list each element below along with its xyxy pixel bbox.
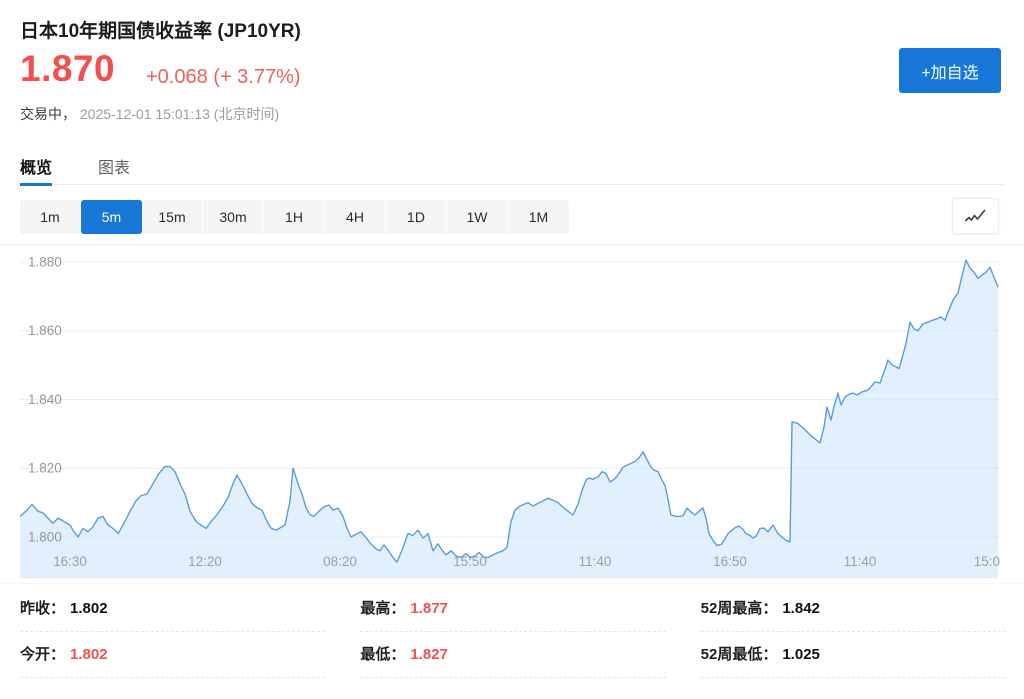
stat-label: 最低： [360, 646, 406, 663]
stat-prev-close: 昨收： 1.802 [20, 586, 326, 632]
range-button-1mo[interactable]: 1M [508, 200, 569, 234]
range-button-30m[interactable]: 30m [203, 200, 264, 234]
svg-text:15:50: 15:50 [453, 554, 487, 569]
add-watchlist-button[interactable]: +加自选 [899, 48, 1001, 93]
svg-text:12:20: 12:20 [188, 554, 222, 569]
stat-open: 今开： 1.802 [20, 632, 326, 678]
trading-status-label: 交易中， [20, 106, 76, 122]
stat-low: 最低： 1.827 [360, 632, 666, 678]
svg-text:16:30: 16:30 [53, 554, 87, 569]
chart-type-button[interactable] [952, 198, 999, 234]
price-chart-svg[interactable]: 1.880 1.860 1.840 1.820 1.800 16:30 12:20 08:20… [20, 250, 1000, 580]
svg-text:1.820: 1.820 [28, 461, 62, 476]
stat-label: 52周最高： [700, 600, 778, 617]
svg-text:11:40: 11:40 [579, 554, 612, 569]
stat-high: 最高： 1.877 [360, 586, 666, 632]
stats-grid: 昨收： 1.802 最高： 1.877 52周最高： 1.842 今开： 1.802 最… [20, 586, 1006, 678]
price-change: +0.068 (+ 3.77%) [146, 66, 301, 88]
stat-value: 1.802 [70, 600, 108, 617]
svg-text:15:0: 15:0 [974, 554, 1000, 569]
svg-text:08:20: 08:20 [323, 554, 357, 569]
stat-label: 52周最低： [700, 646, 778, 663]
svg-text:11:40: 11:40 [844, 554, 877, 569]
tab-bar: 概览 图表 [20, 146, 1004, 186]
timeframe-bar: 1m 5m 15m 30m 1H 4H 1D 1W 1M [20, 200, 569, 234]
stat-52w-low: 52周最低： 1.025 [700, 632, 1006, 678]
quote-timestamp: 2025-12-01 15:01:13 (北京时间) [79, 106, 280, 122]
svg-text:1.840: 1.840 [28, 392, 62, 407]
range-button-1m[interactable]: 1m [20, 200, 81, 234]
svg-text:1.880: 1.880 [28, 255, 62, 270]
page-title: 日本10年期国债收益率 (JP10YR) [20, 21, 301, 42]
svg-text:1.800: 1.800 [28, 530, 62, 545]
line-chart-icon [964, 209, 985, 222]
stat-value: 1.802 [70, 646, 108, 663]
stat-value: 1.025 [782, 646, 820, 663]
stats-divider [0, 583, 1024, 584]
tab-overview[interactable]: 概览 [20, 146, 53, 186]
stat-label: 昨收： [20, 600, 66, 617]
stat-label: 最高： [360, 600, 406, 617]
section-divider [0, 244, 1024, 245]
stat-value: 1.842 [782, 600, 820, 617]
range-button-15m[interactable]: 15m [142, 200, 203, 234]
range-button-1w[interactable]: 1W [447, 200, 508, 234]
stat-label: 今开： [20, 646, 66, 663]
range-button-1d[interactable]: 1D [386, 200, 447, 234]
stat-value: 1.827 [410, 646, 448, 663]
price-value: 1.870 [20, 48, 116, 89]
range-button-1h[interactable]: 1H [264, 200, 325, 234]
svg-text:1.860: 1.860 [28, 323, 62, 338]
stat-value: 1.877 [410, 600, 448, 617]
range-button-5m[interactable]: 5m [81, 200, 142, 234]
range-button-4h[interactable]: 4H [325, 200, 386, 234]
trading-status: 交易中， 2025-12-01 15:01:13 (北京时间) [20, 104, 279, 124]
tab-chart[interactable]: 图表 [98, 160, 131, 177]
svg-text:16:50: 16:50 [713, 554, 747, 569]
stat-52w-high: 52周最高： 1.842 [700, 586, 1006, 632]
